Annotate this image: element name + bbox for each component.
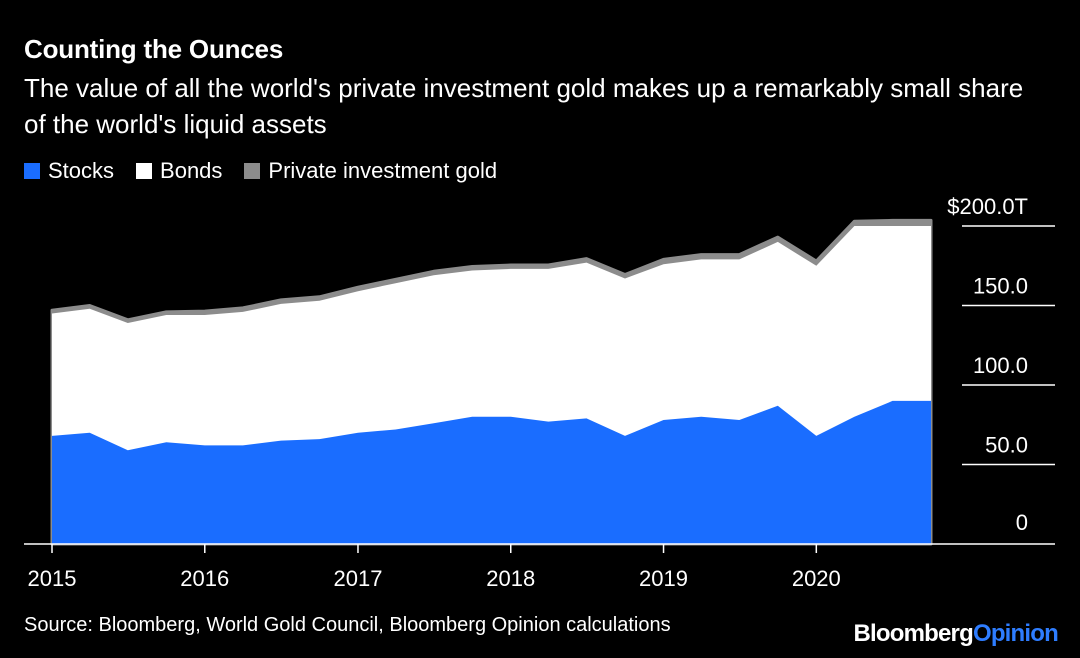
y-tick-label-200: $200.0T	[947, 194, 1028, 219]
x-tick-label-2017: 2017	[333, 566, 382, 591]
brand-logo-accent: Opinion	[972, 620, 1059, 647]
x-tick-label-2018: 2018	[486, 566, 535, 591]
y-tick-label-100: 100.0	[973, 353, 1028, 378]
chart-subtitle: The value of all the world's private inv…	[24, 73, 1024, 139]
x-tick-label-2019: 2019	[639, 566, 688, 591]
x-tick-label-2016: 2016	[180, 566, 229, 591]
brand-logo: BloombergOpinion	[853, 620, 1058, 648]
legend-item-stocks: Stocks	[24, 158, 114, 184]
legend-swatch-stocks	[24, 163, 40, 179]
y-tick-label-50: 50.0	[985, 433, 1028, 458]
y-tick-label-0: 0	[1016, 510, 1028, 535]
y-tick-label-150: 150.0	[973, 274, 1028, 299]
area-stocks	[52, 400, 931, 544]
chart-title: Counting the Ounces	[24, 34, 284, 64]
brand-logo-main: Bloomberg	[853, 620, 973, 647]
legend-swatch-gold	[244, 163, 261, 179]
x-tick-label-2020: 2020	[792, 566, 841, 591]
legend-item-gold: Private investment gold	[244, 158, 497, 184]
x-tick-label-2015: 2015	[28, 566, 77, 591]
source-note: Source: Bloomberg, World Gold Council, B…	[24, 614, 671, 636]
legend-label-stocks: Stocks	[48, 158, 115, 183]
legend-label-gold: Private investment gold	[268, 158, 498, 183]
legend-swatch-bonds	[136, 163, 153, 179]
legend: Stocks Bonds Private investment gold	[24, 158, 519, 184]
legend-item-bonds: Bonds	[136, 158, 222, 184]
legend-label-bonds: Bonds	[160, 158, 223, 183]
